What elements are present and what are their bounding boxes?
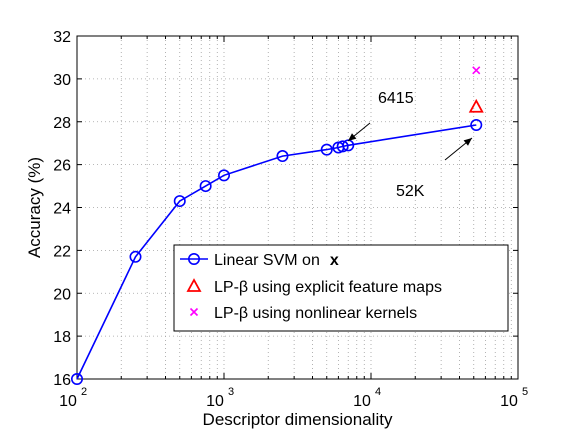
x-axis-label: Descriptor dimensionality [203, 410, 393, 429]
x-tick-label-exponent: 2 [81, 386, 87, 398]
series-2-point [472, 66, 481, 75]
x-tick-label: 10 3 [206, 386, 234, 410]
series-layer [71, 66, 484, 385]
legend-label-text: Linear SVM on [214, 252, 320, 269]
x-tick-label: 10 5 [500, 386, 528, 410]
y-tick-label: 20 [53, 286, 71, 303]
legend-entry-1: LP-β using explicit feature maps [186, 278, 442, 296]
y-tick-label: 32 [53, 29, 71, 46]
series-0-point [470, 118, 483, 131]
series-0-point [320, 143, 333, 156]
series-0-line [76, 124, 477, 380]
legend-label: LP-β using nonlinear kernels [214, 305, 417, 322]
x-tick-label: 10 4 [353, 386, 381, 410]
y-tick-label: 24 [53, 201, 71, 218]
x-tick-label: 10 2 [59, 386, 87, 410]
annotation-arrowhead [463, 138, 472, 146]
legend-box [173, 244, 509, 332]
x-tick-label-exponent: 3 [228, 386, 234, 398]
x-tick-label-base: 10 [59, 393, 77, 410]
x-tick-label-exponent: 4 [375, 386, 381, 398]
y-tick-label: 26 [53, 158, 71, 175]
series-0-point [71, 372, 84, 385]
y-tick-label: 30 [53, 72, 71, 89]
y-tick-label: 16 [53, 372, 71, 389]
legend-entry-0: Linear SVM on x [180, 252, 339, 269]
tick-labels: 16 18 20 22 24 26 28 30 32 10 2 10 3 10 4 10 5 [53, 29, 528, 410]
series-0-point [342, 139, 355, 152]
series-0-point [336, 140, 349, 153]
series-0-point [129, 250, 142, 263]
legend-label: Linear SVM on x [214, 252, 339, 269]
annotation-label: 52K [396, 183, 425, 200]
y-tick-label: 18 [53, 329, 71, 346]
series-1 [468, 98, 484, 113]
series-0-point [218, 169, 231, 182]
y-tick-label: 28 [53, 115, 71, 132]
series-0-point [199, 180, 212, 193]
annotation-label: 6415 [378, 90, 414, 107]
series-0-point [276, 150, 289, 163]
x-tick-label-base: 10 [206, 393, 224, 410]
x-tick-label-base: 10 [500, 393, 518, 410]
legend-label: LP-β using explicit feature maps [214, 279, 442, 296]
series-1-point [468, 98, 484, 113]
legend: Linear SVM on x LP-β using explicit featur… [173, 244, 509, 332]
legend-label-math: x [330, 252, 339, 269]
annotations: 6415 52K [347, 90, 473, 200]
legend-items: Linear SVM on x LP-β using explicit featur… [180, 252, 442, 322]
x-tick-label-exponent: 5 [522, 386, 528, 398]
x-tick-label-base: 10 [353, 393, 371, 410]
legend-label-text: LP-β using explicit feature maps [214, 279, 442, 296]
series-2 [472, 66, 481, 75]
legend-entry-2: LP-β using nonlinear kernels [189, 305, 417, 322]
ticks [76, 35, 519, 380]
series-0 [71, 118, 483, 385]
legend-swatch-marker [186, 278, 202, 292]
legend-swatch-marker [188, 253, 201, 266]
legend-label-text: LP-β using nonlinear kernels [214, 305, 417, 322]
y-axis-label: Accuracy (%) [25, 157, 44, 258]
annotation-arrowhead [348, 133, 357, 141]
y-tick-label: 22 [53, 243, 71, 260]
legend-swatch-marker [189, 307, 199, 317]
series-0-point [173, 195, 186, 208]
